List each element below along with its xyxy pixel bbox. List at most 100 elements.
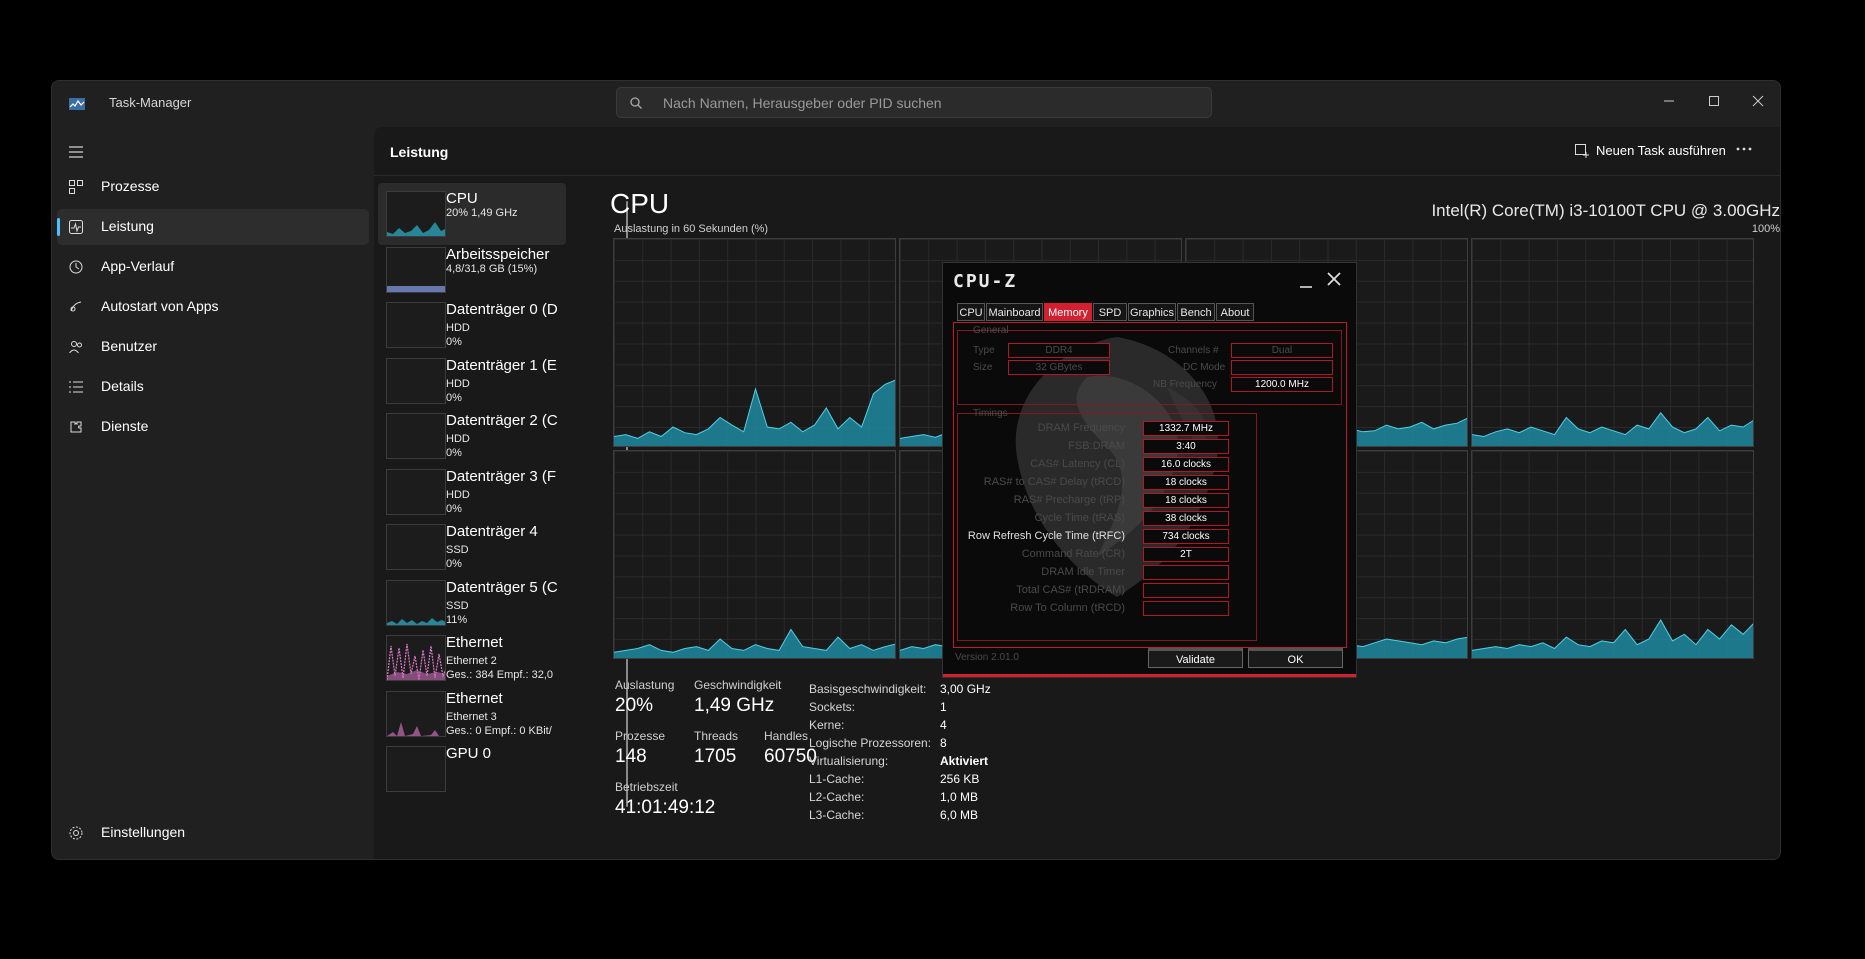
minimize-icon[interactable] [1647,87,1691,115]
util-value: 20% [615,695,654,716]
minimize-icon[interactable] [1298,275,1314,289]
perf-item[interactable]: GPU 0 [378,738,566,800]
timing-value [1143,583,1229,598]
tab-mainboard[interactable]: Mainboard [986,303,1043,321]
perf-item-subtitle: Ethernet 2 [446,655,497,667]
perf-item[interactable]: Datenträger 1 (E HDD 0% [378,350,566,412]
sidebar-item-dienste[interactable]: Dienste [57,409,369,445]
search-input[interactable]: Nach Namen, Herausgeber oder PID suchen [616,87,1212,118]
sidebar-item-label: Dienste [101,418,149,434]
perf-item-value: 0% [446,336,462,348]
ok-button[interactable]: OK [1248,648,1343,668]
size-field: 32 GBytes [1008,360,1110,375]
perf-item-title: Datenträger 3 (F [446,467,557,485]
utilization-max: 100% [1751,223,1780,235]
timings-group [957,413,1257,641]
sidebar-item-label: Details [101,378,144,394]
nb-frequency-field: 1200.0 MHz [1231,377,1333,392]
timing-value: 1332.7 MHz [1143,421,1229,436]
perf-item[interactable]: Datenträger 3 (F HDD 0% [378,461,566,523]
main-content: Leistung Neuen Task ausführen CPU 20% 1,4… [374,127,1780,859]
spec-value: 8 [940,736,947,750]
timing-label: DRAM Frequency [1037,422,1125,434]
perf-item-subtitle: HDD [446,377,470,390]
sidebar-item-einstellungen[interactable]: Einstellungen [57,815,369,851]
sidebar-item-app-verlauf[interactable]: App-Verlauf [57,249,369,285]
dc-mode-label: DC Mode [1183,362,1226,373]
page-title: Leistung [390,144,449,160]
perf-item-value: Ges.: 384 Empf.: 32,0 [446,669,554,681]
sidebar-item-prozesse[interactable]: Prozesse [57,169,369,205]
hamburger-menu-icon[interactable] [68,145,84,159]
perf-item[interactable]: Datenträger 4 SSD 0% [378,516,566,578]
perf-item-value: 0% [446,447,462,459]
perf-item[interactable]: CPU 20% 1,49 GHz [378,183,566,245]
spec-label: Sockets: [809,700,856,714]
more-options-icon[interactable] [1734,144,1754,154]
speed-value: 1,49 GHz [694,695,775,716]
timing-value: 38 clocks [1143,511,1229,526]
spec-value: 6,0 MB [940,808,979,822]
general-group [957,330,1342,405]
perf-item[interactable]: Ethernet Ethernet 2 Ges.: 384 Empf.: 32,0 [378,627,566,689]
general-legend: General [973,325,1009,336]
history-icon [69,260,83,274]
perf-thumbnail [386,357,446,404]
tab-cpu[interactable]: CPU [957,303,985,321]
tab-bench[interactable]: Bench [1177,303,1215,321]
perf-item-title: CPU [446,190,478,207]
perf-thumbnail [386,246,446,293]
settings-label: Einstellungen [101,824,186,840]
perf-item[interactable]: Datenträger 0 (D HDD 0% [378,294,566,356]
spec-value: 1 [940,700,947,714]
core-graph [1471,238,1754,447]
perf-item[interactable]: Datenträger 5 (C SSD 11% [378,572,566,634]
close-icon[interactable] [1736,87,1780,115]
perf-item-value: Ges.: 0 Empf.: 0 KBit/ [446,724,552,737]
tab-spd[interactable]: SPD [1093,303,1127,321]
perf-item-value: 0% [446,558,462,570]
util-label: Auslastung [615,678,675,692]
perf-item-title: Ethernet [446,689,503,707]
perf-item-value: 0% [446,391,462,404]
timing-value: 16.0 clocks [1143,457,1229,472]
sidebar-item-label: Leistung [101,218,154,234]
timing-value [1143,601,1229,616]
timing-label: CAS# Latency (CL) [1030,458,1125,470]
timing-label: Row To Column (tRCD) [1010,602,1125,614]
tab-memory[interactable]: Memory [1044,303,1092,321]
close-icon[interactable] [1326,271,1342,287]
speed-label: Geschwindigkeit [694,678,782,692]
gear-icon [69,826,83,840]
sidebar-item-benutzer[interactable]: Benutzer [57,329,369,365]
perf-item[interactable]: Datenträger 2 (C HDD 0% [378,405,566,467]
perf-thumbnail [386,690,446,737]
perf-thumbnail [386,191,446,237]
spec-label: L3-Cache: [809,808,865,822]
maximize-icon[interactable] [1692,87,1736,115]
perf-item-value: 0% [446,502,462,515]
sidebar-item-leistung[interactable]: Leistung [57,209,369,245]
tab-about[interactable]: About [1216,303,1254,321]
perf-item[interactable]: Arbeitsspeicher 4,8/31,8 GB (15%) [378,239,566,301]
cpuz-version: Version 2.01.0 [955,652,1019,663]
perf-item-title: Ethernet [446,634,503,651]
tab-graphics[interactable]: Graphics [1128,303,1176,321]
new-task-icon [1575,144,1589,158]
spec-value: 3,00 GHz [940,682,991,696]
threads-label: Threads [694,729,739,743]
perf-thumbnail [386,635,446,681]
validate-button[interactable]: Validate [1148,648,1243,668]
sidebar-item-details[interactable]: Details [57,369,369,405]
task-manager-icon [69,98,85,110]
perf-item-title: Datenträger 5 (C [446,578,558,596]
sidebar-item-autostart[interactable]: Autostart von Apps [57,289,369,325]
performance-icon [69,220,83,234]
utilization-label: Auslastung in 60 Sekunden (%) [614,223,769,235]
timing-label: Command Rate (CR) [1021,548,1125,560]
spec-value: 256 KB [940,772,980,786]
perf-item[interactable]: Ethernet Ethernet 3 Ges.: 0 Empf.: 0 KBit/ [378,683,566,745]
spec-value: Aktiviert [940,754,989,768]
search-placeholder: Nach Namen, Herausgeber oder PID suchen [663,95,942,111]
perf-thumbnail [386,579,446,626]
